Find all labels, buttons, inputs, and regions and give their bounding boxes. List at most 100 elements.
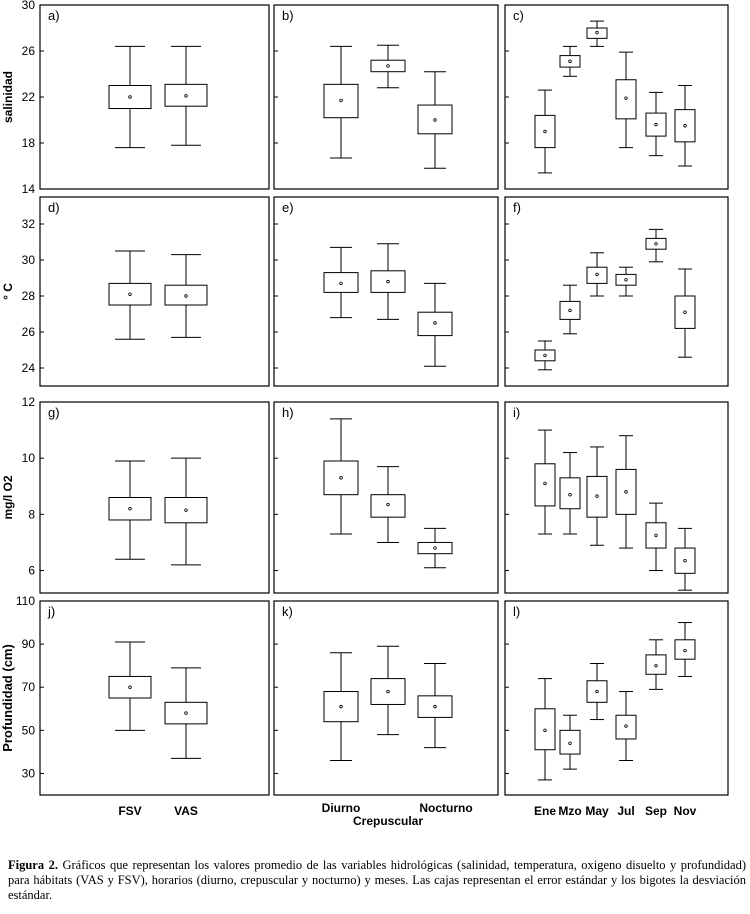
panel-label: g) xyxy=(48,405,60,420)
panel-frame xyxy=(39,4,270,190)
box-sep xyxy=(645,228,667,263)
mean-point xyxy=(339,98,343,103)
box-crepuscular xyxy=(370,44,406,89)
box-standard-error xyxy=(417,541,453,555)
y-axis-title: mg/l O2 xyxy=(1,475,15,519)
mean-point xyxy=(184,94,188,98)
box-nocturno xyxy=(417,282,453,367)
box-sep xyxy=(645,91,667,157)
box-nocturno xyxy=(417,527,453,569)
box-nov xyxy=(674,527,696,591)
box-jul xyxy=(615,435,637,549)
y-tick-label: 30 xyxy=(22,0,36,12)
figure: a) 14 18 22 26 30 salinidad b) c) d) 24 26 28 30 32 ° C… xyxy=(0,0,729,828)
mean-point xyxy=(595,272,599,277)
mean-point xyxy=(339,704,343,709)
y-tick-label: 26 xyxy=(22,44,36,58)
box-standard-error xyxy=(417,104,453,135)
y-axis-title: Profundidad (cm) xyxy=(0,644,15,752)
box-sep xyxy=(645,502,667,572)
box-standard-error xyxy=(164,497,208,524)
box-ene xyxy=(534,340,556,371)
box-mzo xyxy=(559,452,581,535)
panel-label: d) xyxy=(48,200,60,215)
box-standard-error xyxy=(323,272,359,293)
box-fsv xyxy=(108,641,152,731)
box-nocturno xyxy=(417,71,453,169)
box-standard-error xyxy=(615,273,637,286)
x-label-fsv: FSV xyxy=(118,804,141,818)
mean-point xyxy=(568,59,572,64)
panel-label: a) xyxy=(48,8,60,23)
box-standard-error xyxy=(645,522,667,549)
mean-point xyxy=(624,278,628,282)
mean-point xyxy=(543,129,547,134)
mean-point xyxy=(683,310,687,314)
box-diurno xyxy=(323,652,359,762)
box-standard-error xyxy=(615,468,637,515)
y-tick-label: 50 xyxy=(22,723,36,737)
caption-label: Figura 2. xyxy=(8,858,58,872)
y-axis-title: salinidad xyxy=(1,71,15,123)
box-nov xyxy=(674,268,696,358)
box-crepuscular xyxy=(370,645,406,736)
box-standard-error xyxy=(370,678,406,705)
box-ene xyxy=(534,89,556,174)
box-standard-error xyxy=(586,680,608,703)
panel-label: c) xyxy=(513,8,524,23)
box-fsv xyxy=(108,460,152,560)
box-jul xyxy=(615,51,637,149)
x-label-nov: Nov xyxy=(674,804,697,818)
box-standard-error xyxy=(108,282,152,306)
box-standard-error xyxy=(586,475,608,518)
box-crepuscular xyxy=(370,466,406,543)
panel-label: f) xyxy=(513,200,521,215)
panel-f: f) xyxy=(504,196,729,387)
mean-point xyxy=(543,728,547,733)
y-axis-title: ° C xyxy=(1,283,15,300)
panel-i: i) xyxy=(504,401,729,594)
mean-point xyxy=(128,95,132,99)
panel-a: a) 14 18 22 26 30 salinidad xyxy=(1,0,270,196)
panel-frame xyxy=(273,4,499,190)
y-tick-label: 14 xyxy=(22,182,36,196)
box-fsv xyxy=(108,45,152,149)
mean-point xyxy=(543,353,547,358)
x-label-crepuscular: Crepuscular xyxy=(353,814,423,828)
panel-label: h) xyxy=(282,405,294,420)
box-standard-error xyxy=(674,109,696,143)
box-standard-error xyxy=(534,114,556,149)
panel-g: g) 6 8 10 12 mg/l O2 xyxy=(1,395,270,594)
box-standard-error xyxy=(164,83,208,107)
box-standard-error xyxy=(645,237,667,250)
mean-point xyxy=(595,494,599,498)
panel-h: h) xyxy=(273,401,499,594)
box-diurno xyxy=(323,418,359,535)
mean-point xyxy=(568,308,572,313)
panel-label: j) xyxy=(47,604,55,619)
y-tick-label: 26 xyxy=(22,325,36,339)
panel-frame xyxy=(39,401,270,594)
y-tick-label: 32 xyxy=(22,217,36,231)
mean-point xyxy=(128,685,132,689)
mean-point xyxy=(339,476,343,480)
box-standard-error xyxy=(674,547,696,574)
box-crepuscular xyxy=(370,243,406,320)
panel-frame xyxy=(504,600,729,796)
box-standard-error xyxy=(645,112,667,137)
panel-frame xyxy=(273,401,499,594)
x-label-diurno: Diurno xyxy=(322,801,361,815)
mean-point xyxy=(595,689,599,694)
panel-l: l) xyxy=(504,600,729,796)
panel-b: b) xyxy=(273,4,499,190)
panel-label: e) xyxy=(282,200,294,215)
box-standard-error xyxy=(370,270,406,293)
mean-point xyxy=(654,663,658,668)
mean-point xyxy=(683,558,687,563)
mean-point xyxy=(184,508,188,512)
box-standard-error xyxy=(164,701,208,725)
box-jul xyxy=(615,266,637,297)
x-label-ene: Ene xyxy=(534,804,556,818)
mean-point xyxy=(624,96,628,100)
mean-point xyxy=(433,321,437,325)
